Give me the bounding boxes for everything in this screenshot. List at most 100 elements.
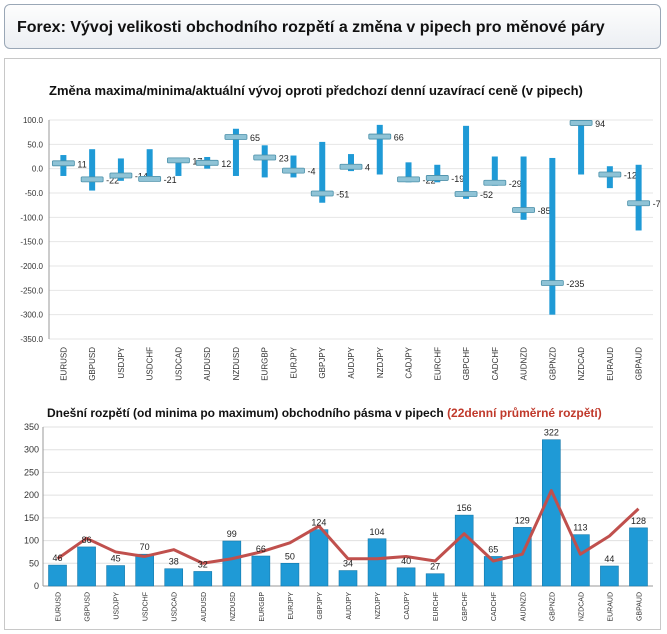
chart2-category-label: CADCHF (491, 592, 498, 621)
chart1-current-marker (80, 176, 104, 183)
chart1-current-marker (253, 154, 277, 161)
chart2-category-label: NZDCAD (578, 592, 585, 621)
chart1-range-bar (549, 157, 556, 315)
chart1-category-label: AUDJPY (347, 346, 356, 378)
chart2-category-label: GBPNZD (549, 592, 556, 621)
charts-panel: Změna maxima/minima/aktuální vývoj oprot… (4, 58, 666, 630)
chart1-current-marker (540, 280, 564, 286)
chart1-category-label: EURUSD (59, 347, 68, 381)
chart1-current-marker (598, 171, 622, 178)
chart2-range-bar (251, 555, 271, 587)
chart2-data-label: 40 (401, 556, 411, 566)
chart1-current-marker (483, 179, 507, 186)
chart1-range-bar (463, 125, 470, 199)
chart1-y-tick-label: -50.0 (25, 189, 44, 198)
chart1-range-bar (175, 158, 182, 176)
chart2-category-label: EURJPY (288, 592, 295, 620)
chart2-data-label: 66 (256, 544, 266, 554)
chart2-range-bar (48, 564, 67, 587)
chart2-range-bar (542, 439, 561, 587)
chart1-y-tick-label: -150.0 (20, 238, 43, 247)
chart2-category-label: GBPJPY (317, 592, 324, 620)
chart2-range-bar (425, 573, 445, 587)
chart2-data-label: 50 (285, 551, 295, 561)
chart2-data-label: 44 (604, 554, 614, 564)
chart1-current-marker (310, 190, 334, 197)
chart2-range-bar (309, 529, 329, 587)
chart1-current-marker (109, 172, 133, 179)
chart1-current-marker (512, 207, 535, 213)
chart2-title-main: Dnešní rozpětí (od minima po maximum) ob… (47, 406, 444, 420)
chart1-category-label: NZDUSD (232, 347, 241, 381)
chart2-y-tick-label: 300 (24, 445, 39, 455)
chart2-data-label: 70 (140, 542, 150, 552)
chart1-current-marker (51, 160, 75, 167)
chart2-category-label: EURAUD (607, 592, 614, 622)
chart2-data-label: 45 (111, 554, 121, 564)
chart2-range-bar (280, 562, 300, 587)
range-change-chart: Změna maxima/minima/aktuální vývoj oprot… (20, 83, 665, 622)
chart1-data-label: -52 (480, 190, 493, 200)
chart1-range-bar (376, 124, 383, 175)
chart1-current-marker (167, 157, 190, 164)
chart1-data-label: -21 (164, 175, 177, 185)
chart2-range-bar (222, 540, 242, 587)
chart1-y-tick-label: -250.0 (20, 286, 43, 295)
chart1-data-label: 23 (279, 153, 289, 163)
chart2-y-tick-label: 350 (24, 422, 39, 432)
chart1-data-label: 11 (77, 159, 86, 169)
chart1-current-marker (138, 175, 162, 182)
chart1-category-label: CADCHF (491, 347, 500, 380)
chart2-data-label: 104 (370, 527, 385, 537)
chart2-data-label: 322 (544, 428, 559, 438)
chart1-y-tick-label: -200.0 (20, 262, 43, 271)
chart2-data-label: 46 (53, 553, 63, 563)
chart2-data-label: 86 (82, 535, 92, 545)
chart2-y-tick-label: 250 (24, 467, 39, 477)
chart1-data-label: -71 (653, 199, 660, 209)
chart1-range-bar (146, 149, 153, 181)
chart2-category-label: GBPAUD (636, 592, 643, 621)
chart1-current-marker (368, 133, 392, 140)
chart2-y-tick-label: 0 (34, 581, 39, 591)
chart1-category-label: GBPUSD (88, 347, 97, 381)
chart1-data-label: 66 (394, 133, 404, 143)
chart1-range-bar (261, 145, 268, 178)
chart1-current-marker (339, 163, 363, 170)
chart2-data-label: 124 (311, 518, 326, 528)
chart1-data-label: -235 (566, 279, 584, 289)
chart1-category-label: NZDJPY (376, 346, 385, 378)
chart1-data-label: 12 (221, 159, 231, 169)
chart2-y-tick-label: 200 (24, 490, 39, 500)
chart2-title-average: (22denní průměrné rozpětí) (447, 406, 602, 420)
chart2-range-bar (483, 556, 503, 587)
chart1-category-label: EURGBP (261, 347, 270, 381)
chart2-range-bar (396, 567, 416, 587)
chart1-data-label: -51 (336, 189, 349, 199)
chart1-range-bar (117, 158, 124, 181)
page-title: Forex: Vývoj velikosti obchodního rozpět… (17, 19, 605, 36)
chart1-category-label: NZDCAD (577, 347, 586, 381)
chart1-current-marker (195, 159, 219, 166)
chart1-category-label: EURCHF (433, 347, 442, 380)
chart2-category-label: CADJPY (404, 592, 411, 620)
chart1-current-marker (224, 134, 248, 140)
chart2-category-label: EURCHF (433, 592, 440, 621)
chart1-range-bar (348, 154, 354, 172)
chart1-category-label: GBPNZD (548, 347, 557, 381)
chart2-data-label: 128 (631, 516, 646, 526)
chart2-range-bar (77, 546, 96, 587)
chart1-category-label: GBPAUD (635, 347, 644, 380)
chart1-range-bar (578, 120, 585, 175)
chart1-range-bar (319, 141, 326, 203)
chart1-range-bar (89, 149, 96, 191)
chart2-data-label: 32 (198, 559, 208, 569)
chart2-data-label: 34 (343, 559, 353, 569)
chart2-y-tick-label: 150 (24, 513, 39, 523)
chart1-current-marker (454, 191, 478, 197)
chart2-data-label: 156 (457, 503, 472, 513)
chart1-range-bar (520, 156, 527, 220)
chart1-current-marker (425, 175, 449, 181)
chart2-range-bar (600, 565, 619, 587)
chart1-y-tick-label: 50.0 (27, 140, 43, 149)
